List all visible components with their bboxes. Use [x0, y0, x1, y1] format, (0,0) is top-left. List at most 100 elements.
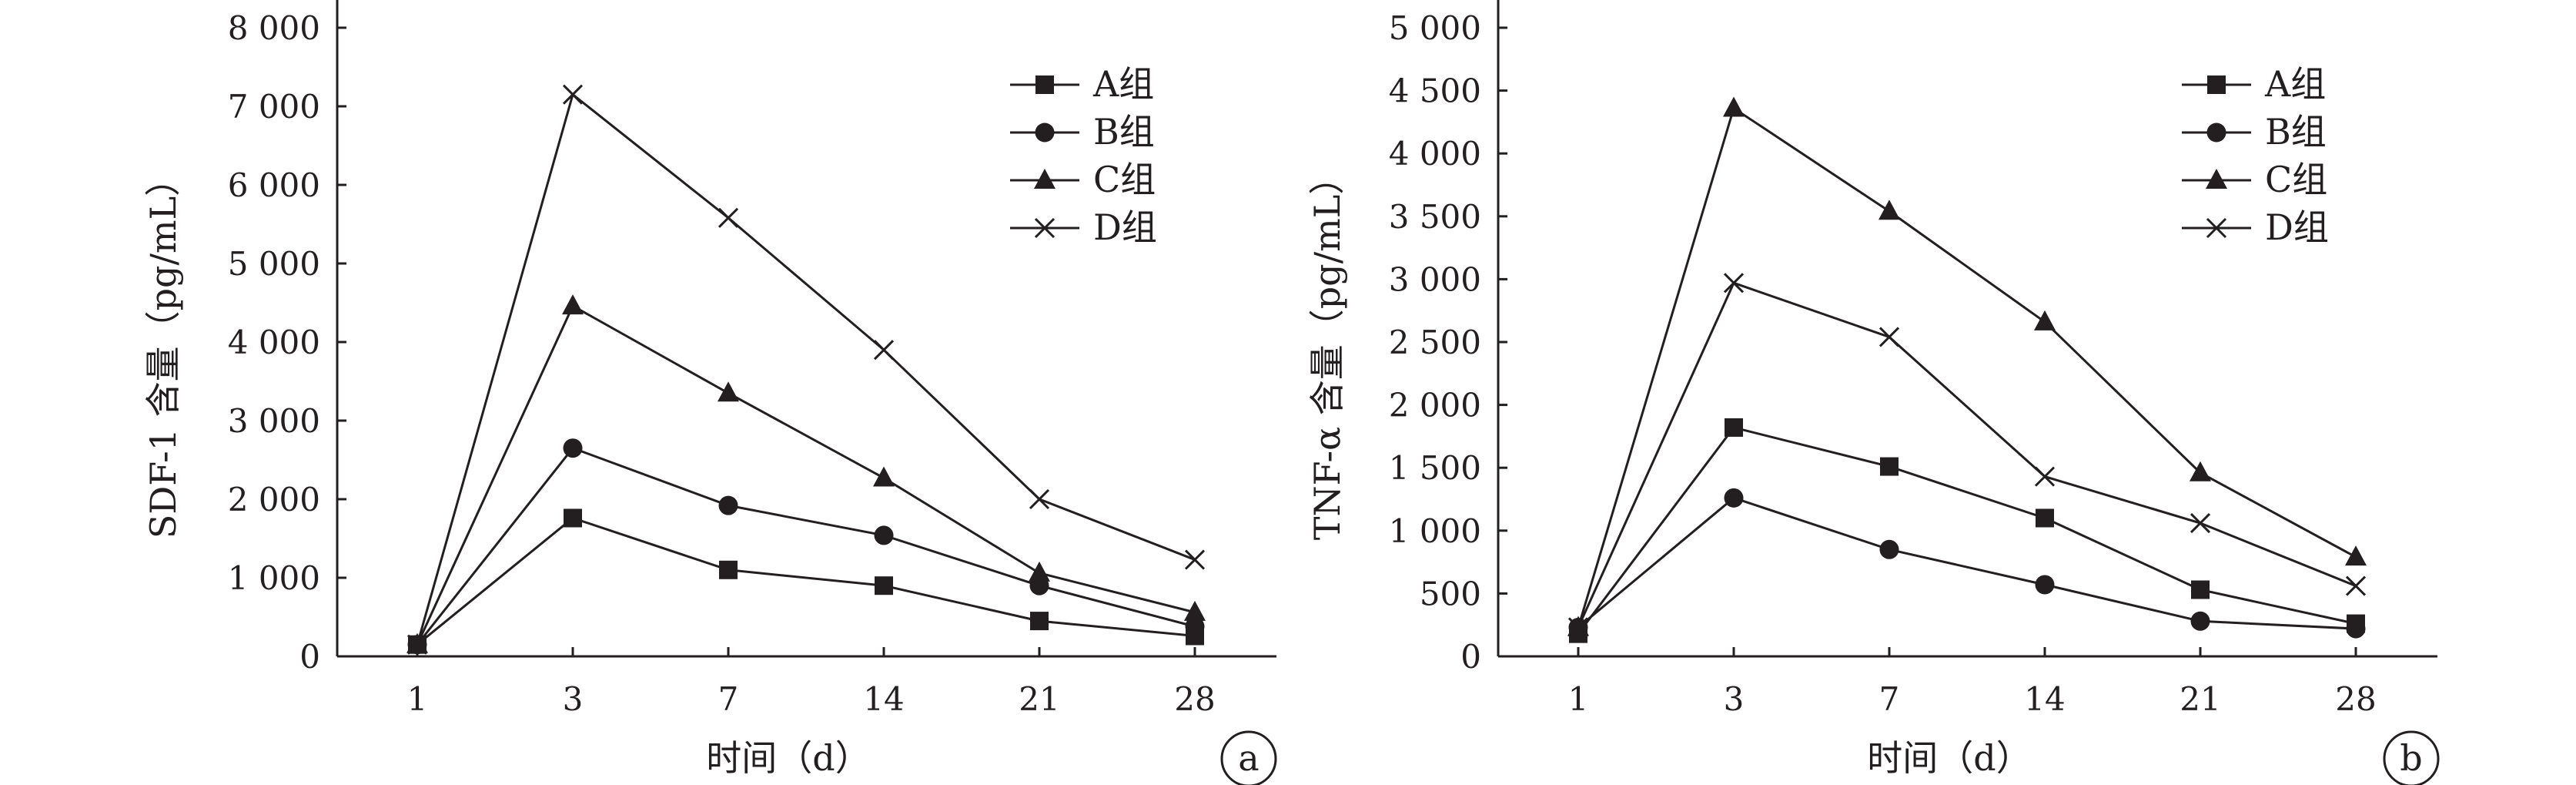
y-axis-label: TNF-α 含量（pg/mL）: [1306, 159, 1348, 541]
legend-label: C组: [1093, 159, 1156, 200]
series-1: [1569, 418, 2365, 643]
legend-item: B组: [1010, 111, 1155, 153]
legend: A组 B组 C组 D组: [1010, 63, 1157, 248]
x-axis-label: 时间（d）: [1867, 737, 2031, 779]
series-line: [416, 304, 1196, 646]
data-point: [562, 84, 584, 105]
data-point: [2346, 619, 2366, 639]
series-line: [417, 516, 1196, 646]
data-point: [1184, 549, 1206, 570]
series-line: [1577, 106, 2357, 628]
data-point: [719, 560, 738, 579]
y-tick-label: 8 000: [228, 9, 320, 47]
panel-badge-label: b: [2400, 737, 2422, 779]
y-tick-label: 1 000: [228, 559, 320, 597]
x-tick-label: 21: [1019, 680, 1059, 718]
legend-label: D组: [2265, 206, 2329, 248]
series-3: [406, 294, 1206, 653]
panel-badge: [2383, 730, 2440, 785]
series-line: [1577, 281, 2357, 629]
y-tick-label: 500: [1420, 575, 1481, 612]
y-tick-label: 3 000: [1389, 260, 1481, 298]
series-4: [406, 84, 1206, 655]
data-point: [1567, 617, 1589, 638]
data-point: [718, 495, 738, 515]
data-point: [2034, 466, 2056, 487]
y-tick-label: 1 000: [1389, 512, 1481, 550]
data-point: [2345, 545, 2367, 566]
y-tick-label: 6 000: [228, 166, 320, 204]
y-tick-label: 3 000: [228, 402, 320, 440]
data-point: [562, 294, 584, 315]
legend-label: D组: [1093, 206, 1157, 248]
panel-badge: [1220, 730, 1277, 785]
x-tick-label: 28: [2335, 680, 2376, 718]
y-axis-label: SDF-1 含量（pg/mL）: [142, 161, 184, 538]
x-tick-label: 7: [1879, 680, 1900, 718]
data-point: [875, 576, 893, 595]
legend-label: C组: [2265, 159, 2327, 200]
x-tick-label: 14: [2024, 680, 2065, 718]
data-point: [718, 207, 739, 228]
legend-label: A组: [1092, 63, 1154, 105]
legend-item: D组: [2182, 206, 2329, 248]
legend-item: D组: [1010, 206, 1157, 248]
y-tick-label: 1 500: [1389, 449, 1481, 487]
data-point: [1185, 616, 1205, 636]
data-point: [2190, 611, 2210, 631]
x-tick-label: 28: [1174, 680, 1215, 718]
data-point: [1724, 488, 1744, 508]
data-point: [1029, 561, 1050, 582]
data-point: [873, 466, 895, 487]
series-line: [416, 92, 1196, 646]
legend: A组 B组 C组 D组: [2182, 63, 2329, 248]
series-4: [1567, 273, 2367, 638]
y-tick-label: 4 000: [228, 324, 320, 361]
legend-item: C组: [2182, 159, 2327, 200]
legend-label: B组: [1093, 111, 1155, 153]
legend-marker: [2206, 169, 2227, 189]
data-point: [2036, 508, 2054, 528]
series-line: [1577, 496, 2357, 630]
y-tick-label: 5 000: [228, 245, 320, 283]
legend-marker: [2206, 122, 2226, 143]
x-tick-label: 3: [563, 680, 584, 718]
data-point: [1878, 327, 1900, 347]
data-point: [718, 381, 739, 402]
series-line: [416, 446, 1196, 646]
data-point: [1879, 539, 1899, 559]
x-tick-label: 14: [863, 680, 904, 718]
data-point: [2035, 575, 2055, 595]
y-tick-label: 2 000: [228, 481, 320, 518]
data-point: [2034, 310, 2056, 330]
data-point: [1725, 418, 1743, 437]
data-point: [1030, 612, 1049, 631]
legend-label: A组: [2264, 63, 2326, 105]
data-point: [1029, 488, 1050, 510]
x-tick-label: 7: [718, 680, 739, 718]
x-axis-label: 时间（d）: [706, 737, 870, 779]
series-2: [407, 438, 1205, 655]
y-tick-label: 2 500: [1389, 324, 1481, 361]
legend-marker: [1035, 75, 1054, 94]
y-tick-label: 4 000: [1389, 135, 1481, 173]
series-line: [1577, 426, 2357, 635]
y-tick-label: 3 500: [1389, 198, 1481, 236]
legend-item: A组: [2182, 63, 2326, 105]
data-point: [2345, 575, 2367, 596]
data-point: [1723, 96, 1745, 117]
x-tick-label: 3: [1724, 680, 1745, 718]
legend-item: A组: [1010, 63, 1154, 105]
data-point: [1184, 600, 1206, 621]
y-tick-label: 4 500: [1389, 72, 1481, 110]
data-point: [1878, 200, 1900, 220]
y-tick-label: 0: [299, 638, 320, 676]
legend-item: B组: [2182, 111, 2327, 153]
legend-marker: [1034, 169, 1055, 189]
data-point: [564, 508, 582, 528]
data-point: [874, 525, 894, 545]
data-point: [1723, 273, 1745, 294]
legend-marker: [2206, 217, 2227, 239]
legend-marker: [1035, 122, 1055, 143]
